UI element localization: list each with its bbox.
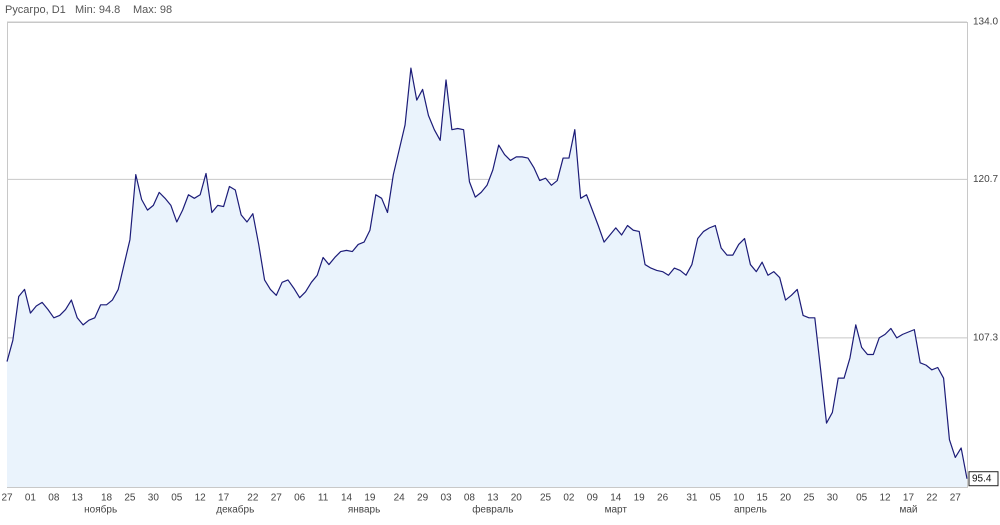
x-tick-label: 06 (294, 493, 306, 504)
x-tick-label: 25 (803, 493, 815, 504)
price-line (6, 67, 968, 479)
last-value-box (968, 471, 999, 487)
x-tick-label: 22 (247, 493, 259, 504)
x-tick-label: 19 (634, 493, 646, 504)
x-month-label: февраль (472, 504, 513, 516)
x-tick-label: 08 (464, 493, 476, 504)
min-annotation: Min: 94.8 (75, 4, 120, 16)
max-annotation: Max: 98 (133, 4, 172, 16)
x-tick-label: 11 (318, 493, 329, 504)
x-tick-label: 30 (148, 493, 160, 504)
x-month-label: март (605, 505, 628, 516)
x-tick-label: 10 (733, 493, 745, 504)
chart-title: Русагро, D1 (5, 4, 66, 16)
x-tick-label: 12 (879, 493, 891, 504)
x-tick-label: 09 (587, 493, 599, 504)
x-tick-label: 26 (657, 493, 669, 504)
x-tick-label: 27 (271, 493, 283, 504)
x-tick-label: 12 (195, 493, 207, 504)
x-tick-label: 31 (686, 493, 698, 504)
x-tick-label: 01 (25, 493, 37, 504)
x-tick-label: 17 (903, 493, 915, 504)
x-tick-label: 27 (950, 493, 962, 504)
x-tick-label: 03 (440, 493, 452, 504)
x-tick-label: 19 (364, 493, 376, 504)
last-value-label: 95.4 (972, 473, 992, 484)
x-tick-label: 14 (341, 493, 353, 504)
y-tick-label: 107.3 (973, 333, 998, 344)
x-tick-label: 24 (394, 493, 406, 504)
x-tick-label: 22 (926, 493, 938, 504)
x-tick-label: 05 (710, 493, 722, 504)
x-tick-label: 14 (610, 493, 622, 504)
x-month-label: декабрь (216, 504, 254, 516)
x-month-label: май (899, 505, 917, 516)
x-tick-label: 30 (827, 493, 839, 504)
x-tick-label: 27 (1, 493, 13, 504)
area-fill (7, 68, 967, 488)
x-tick-label: 05 (856, 493, 868, 504)
x-tick-label: 17 (218, 493, 230, 504)
x-tick-label: 25 (540, 493, 552, 504)
x-tick-label: 29 (417, 493, 429, 504)
x-tick-label: 13 (72, 493, 84, 504)
x-tick-label: 05 (171, 493, 183, 504)
y-tick-label: 120.7 (973, 174, 998, 185)
x-tick-label: 18 (101, 493, 113, 504)
x-month-label: ноябрь (84, 504, 117, 516)
x-tick-label: 25 (124, 493, 136, 504)
x-month-label: апрель (734, 505, 767, 516)
x-tick-label: 02 (563, 493, 575, 504)
y-tick-label: 134.0 (973, 17, 998, 28)
x-tick-label: 20 (780, 493, 792, 504)
x-tick-label: 20 (511, 493, 523, 504)
x-month-label: январь (348, 505, 380, 516)
x-tick-label: 15 (757, 493, 769, 504)
x-tick-label: 13 (487, 493, 499, 504)
x-tick-label: 08 (48, 493, 60, 504)
